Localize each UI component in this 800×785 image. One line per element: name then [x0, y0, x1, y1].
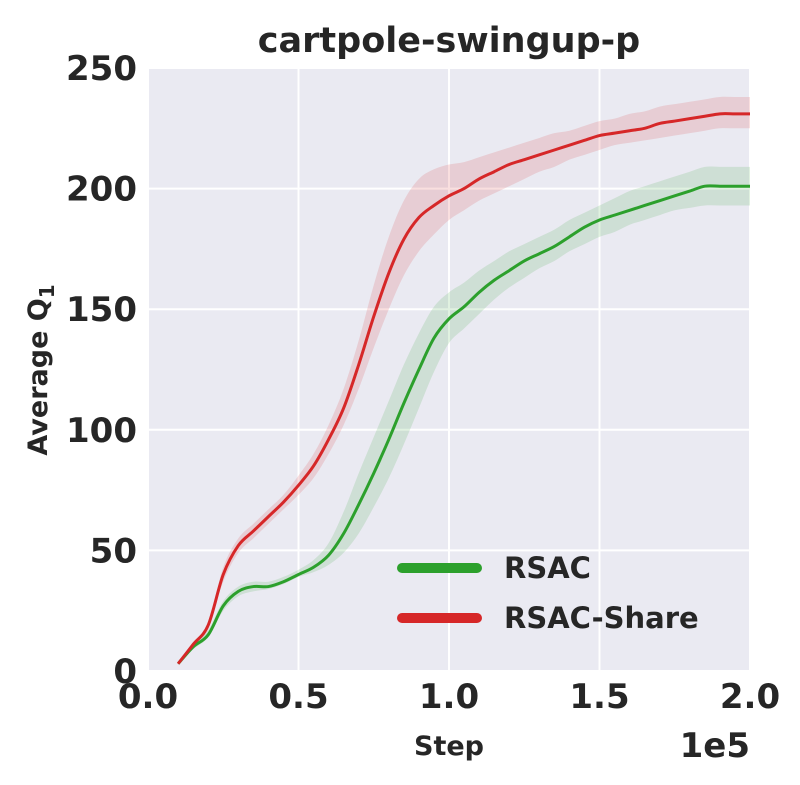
grid: [147, 67, 751, 672]
y-axis-label-subscript: 1: [35, 284, 59, 298]
y-axis-label: Average Q1: [23, 284, 59, 455]
legend-label: RSAC: [504, 551, 591, 585]
y-tick-label: 100: [66, 411, 137, 451]
x-offset-label: 1e5: [680, 726, 750, 766]
confidence-bands: [178, 96, 751, 664]
x-tick-label: 1.5: [569, 677, 629, 717]
x-tick-label: 2.0: [720, 677, 780, 717]
tick-labels: 0.0 0.5 1.0 1.5 2.0 0 50 100 150 200 250: [66, 49, 780, 717]
line-rsac: [176, 184, 750, 665]
band-rsac-share: [178, 96, 751, 664]
x-tick-label: 0.0: [118, 677, 178, 717]
y-tick-label: 200: [66, 170, 137, 210]
x-tick-label: 0.5: [268, 677, 328, 717]
line-rsac-share: [176, 112, 750, 665]
y-tick-label: 250: [66, 49, 137, 89]
x-axis-label: Step: [414, 731, 484, 762]
x-tick-label: 1.0: [419, 677, 479, 717]
y-tick-label: 150: [66, 290, 137, 330]
legend-label: RSAC-Share: [504, 601, 699, 635]
series-lines: [176, 112, 750, 665]
y-axis-label-text: Average Q: [23, 298, 54, 455]
chart-title: cartpole-swingup-p: [258, 21, 640, 61]
y-tick-label: 0: [113, 652, 137, 692]
legend: RSAC RSAC-Share: [397, 551, 699, 635]
y-tick-label: 50: [90, 531, 137, 571]
